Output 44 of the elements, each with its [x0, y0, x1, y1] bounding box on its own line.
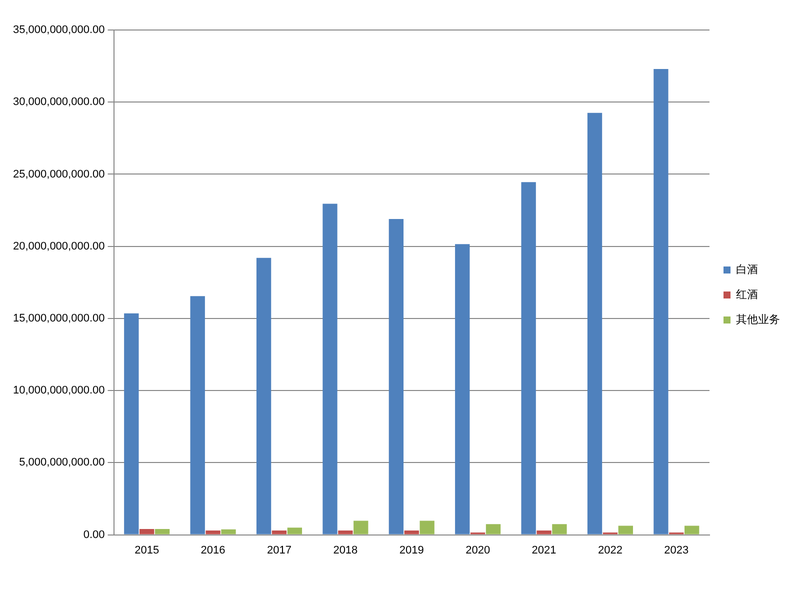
bar	[536, 530, 552, 534]
x-tick-label: 2022	[598, 544, 622, 556]
bar	[388, 218, 404, 534]
x-tick-label: 2015	[134, 544, 160, 556]
x-tick-label: 2020	[466, 544, 490, 556]
y-tick-label: 35,000,000,000.00	[12, 24, 105, 36]
bar	[221, 529, 236, 534]
bar	[140, 529, 154, 534]
bar	[206, 530, 220, 534]
bar	[354, 520, 368, 534]
x-tick-label: 2023	[664, 544, 689, 556]
bar	[654, 68, 668, 534]
y-tick-label: 20,000,000,000.00	[12, 240, 105, 252]
bar	[154, 529, 170, 534]
bar	[287, 528, 302, 534]
y-tick-label: 15,000,000,000.00	[12, 312, 105, 324]
bar	[455, 244, 470, 534]
legend-label: 白酒	[736, 263, 758, 276]
bar	[587, 112, 602, 534]
bar	[256, 258, 272, 534]
bar	[420, 520, 434, 534]
bar	[618, 526, 633, 534]
x-tick-label: 2017	[266, 544, 292, 556]
y-tick-label: 5,000,000,000.00	[19, 456, 105, 469]
x-tick-label: 2018	[333, 544, 358, 556]
x-tick-label: 2021	[532, 544, 556, 556]
y-tick-label: 25,000,000,000.00	[12, 168, 105, 180]
bar	[272, 530, 287, 534]
x-tick-label: 2019	[399, 544, 424, 556]
bar	[486, 524, 501, 534]
bar	[404, 530, 419, 534]
bar	[521, 182, 536, 534]
bar	[684, 526, 700, 534]
bar	[338, 530, 353, 534]
y-tick-label: 0.00	[83, 528, 105, 541]
bar	[124, 313, 139, 534]
bar	[552, 524, 567, 534]
bar	[322, 204, 338, 534]
legend-label: 红酒	[736, 288, 758, 302]
bar	[190, 296, 205, 534]
y-tick-label: 10,000,000,000.00	[12, 384, 105, 397]
legend-label: 其他业务	[736, 313, 780, 326]
y-tick-label: 30,000,000,000.00	[12, 96, 105, 108]
x-tick-label: 2016	[200, 544, 226, 556]
